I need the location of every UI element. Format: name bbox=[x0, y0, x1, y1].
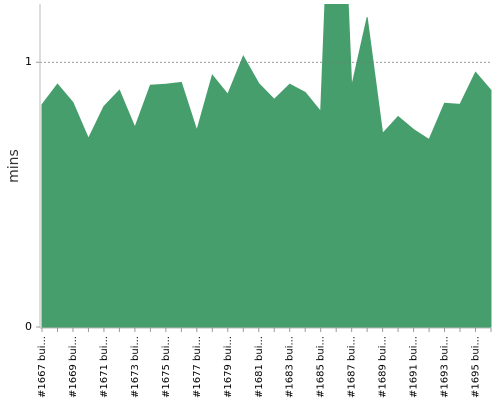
area bbox=[41, 4, 492, 328]
x-tick-label: #1673 bui... bbox=[130, 336, 141, 398]
x-tick-label: #1675 bui... bbox=[161, 336, 172, 398]
x-tick-label: #1693 bui... bbox=[440, 336, 451, 398]
x-tick-label: #1671 bui... bbox=[99, 336, 110, 398]
y-tick-label: 1 bbox=[25, 55, 32, 68]
x-tick-label: #1681 bui... bbox=[254, 336, 265, 398]
x-tick-label: #1695 bui... bbox=[471, 336, 482, 398]
y-axis-label: mins bbox=[6, 149, 22, 183]
x-tick-label: #1685 bui... bbox=[316, 336, 327, 398]
x-tick-label: #1683 bui... bbox=[285, 336, 296, 398]
x-tick-label: #1667 bui... bbox=[37, 336, 48, 398]
x-tick-label: #1687 bui... bbox=[347, 336, 358, 398]
x-tick-label: #1669 bui... bbox=[68, 336, 79, 398]
x-tick-label: #1689 bui... bbox=[378, 336, 389, 398]
x-tick-label: #1677 bui... bbox=[192, 336, 203, 398]
y-tick-label: 0 bbox=[25, 320, 32, 333]
x-tick-label: #1679 bui... bbox=[223, 336, 234, 398]
x-tick-label: #1691 bui... bbox=[409, 336, 420, 398]
